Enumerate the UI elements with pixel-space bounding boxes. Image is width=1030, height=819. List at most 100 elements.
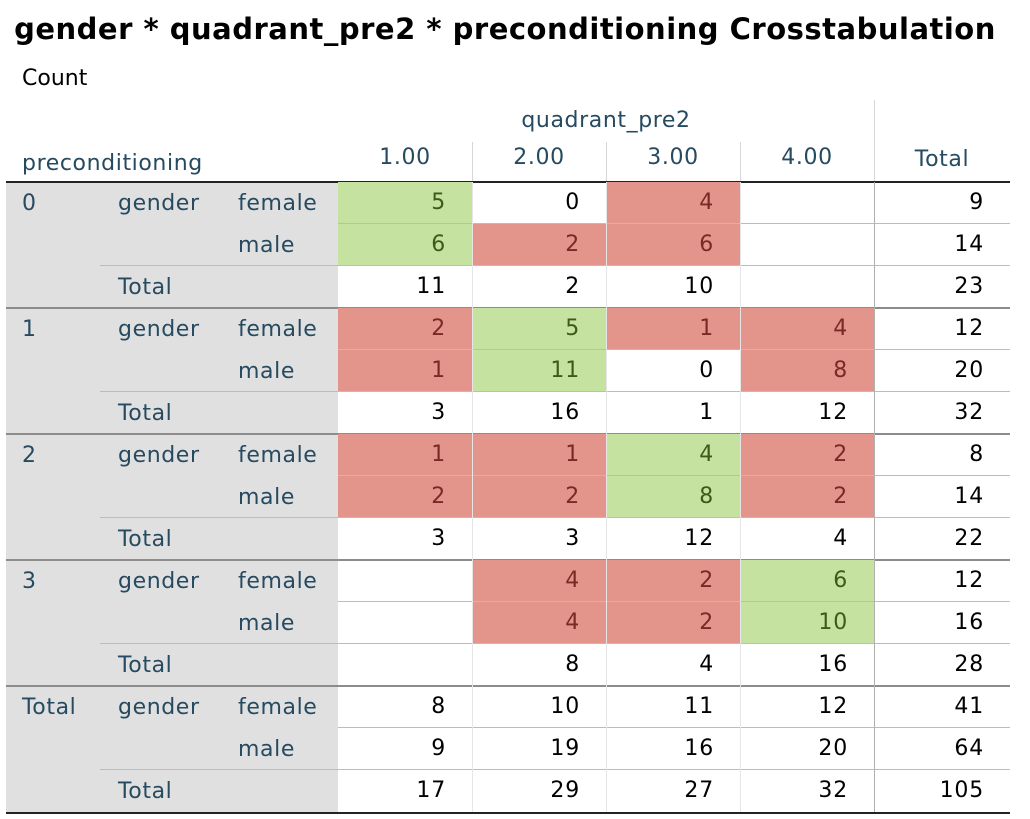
- gender-label: gender: [118, 191, 200, 216]
- table-cell: 9: [431, 736, 446, 761]
- subtotal-label: Total: [118, 653, 173, 678]
- table-cell: 1: [338, 434, 472, 476]
- row-divider: [338, 727, 1010, 728]
- table-cell: 8: [565, 652, 580, 677]
- header-column-divider: [472, 142, 473, 182]
- row-variable-header: preconditioning: [22, 151, 203, 176]
- table-cell: 2: [606, 602, 740, 644]
- table-cell: 1: [472, 434, 606, 476]
- column-divider: [472, 182, 473, 812]
- table-cell: 12: [818, 400, 848, 425]
- table-cell: 14: [954, 484, 984, 509]
- group-label: 1: [22, 317, 37, 342]
- gender-category-label: male: [238, 737, 295, 762]
- gender-category-label: female: [238, 569, 318, 594]
- table-cell: 4: [833, 526, 848, 551]
- table-cell: [338, 644, 472, 686]
- table-cell: [338, 560, 472, 602]
- table-cell: 4: [472, 602, 606, 644]
- row-divider: [100, 391, 1010, 392]
- row-divider: [6, 685, 1010, 687]
- table-cell: 41: [954, 694, 984, 719]
- table-subtitle: Count: [22, 66, 88, 91]
- table-cell: 4: [740, 308, 874, 350]
- group-label: 3: [22, 569, 37, 594]
- gender-category-label: male: [238, 359, 295, 384]
- table-cell: 0: [699, 358, 714, 383]
- subtotal-label: Total: [118, 401, 173, 426]
- table-cell: 11: [684, 694, 714, 719]
- table-cell: 8: [969, 442, 984, 467]
- table-cell: [740, 266, 874, 308]
- table-cell: 2: [338, 476, 472, 518]
- group-label: Total: [22, 695, 77, 720]
- table-cell: 2: [606, 560, 740, 602]
- gender-category-label: female: [238, 695, 318, 720]
- table-cell: 22: [954, 526, 984, 551]
- subtotal-label: Total: [118, 779, 173, 804]
- row-divider: [100, 769, 1010, 770]
- table-cell: 2: [740, 434, 874, 476]
- gender-label: gender: [118, 443, 200, 468]
- table-cell: [740, 224, 874, 266]
- gender-category-label: male: [238, 611, 295, 636]
- table-cell: 1: [606, 308, 740, 350]
- table-cell: 3: [565, 526, 580, 551]
- table-cell: 16: [550, 400, 580, 425]
- total-column-divider: [874, 182, 875, 812]
- table-cell: 16: [684, 736, 714, 761]
- table-cell: 5: [472, 308, 606, 350]
- table-cell: [740, 182, 874, 224]
- table-cell: 10: [684, 274, 714, 299]
- table-cell: 2: [472, 476, 606, 518]
- table-cell: 12: [954, 568, 984, 593]
- column-header: 2.00: [513, 145, 565, 170]
- column-variable-header: quadrant_pre2: [521, 108, 691, 133]
- gender-category-label: male: [238, 233, 295, 258]
- row-divider: [338, 223, 1010, 224]
- table-cell: 16: [818, 652, 848, 677]
- table-cell: 2: [472, 224, 606, 266]
- table-cell: 3: [431, 400, 446, 425]
- table-cell: 28: [954, 652, 984, 677]
- table-cell: 27: [684, 778, 714, 803]
- table-cell: 6: [606, 224, 740, 266]
- table-cell: 16: [954, 610, 984, 635]
- table-cell: [338, 602, 472, 644]
- subtotal-label: Total: [118, 527, 173, 552]
- gender-label: gender: [118, 569, 200, 594]
- table-cell: 4: [606, 434, 740, 476]
- table-cell: 14: [954, 232, 984, 257]
- table-cell: 2: [740, 476, 874, 518]
- gender-category-label: male: [238, 485, 295, 510]
- column-header: 4.00: [781, 145, 833, 170]
- table-cell: 0: [565, 190, 580, 215]
- table-cell: 32: [954, 400, 984, 425]
- row-divider: [338, 349, 1010, 350]
- table-cell: 11: [416, 274, 446, 299]
- table-cell: 32: [818, 778, 848, 803]
- table-cell: 6: [740, 560, 874, 602]
- table-cell: 8: [740, 350, 874, 392]
- column-header: 1.00: [379, 145, 431, 170]
- row-divider: [338, 601, 1010, 602]
- gender-label: gender: [118, 695, 200, 720]
- gender-category-label: female: [238, 443, 318, 468]
- table-cell: 20: [818, 736, 848, 761]
- table-cell: 4: [472, 560, 606, 602]
- gender-category-label: female: [238, 317, 318, 342]
- table-cell: 20: [954, 358, 984, 383]
- table-cell: 12: [818, 694, 848, 719]
- table-cell: 1: [338, 350, 472, 392]
- table-cell: 8: [431, 694, 446, 719]
- table-cell: 3: [431, 526, 446, 551]
- group-label: 0: [22, 191, 37, 216]
- table-cell: 10: [550, 694, 580, 719]
- table-cell: 4: [606, 182, 740, 224]
- table-cell: 11: [472, 350, 606, 392]
- row-divider: [100, 517, 1010, 518]
- column-divider: [606, 182, 607, 812]
- gender-category-label: female: [238, 191, 318, 216]
- row-divider: [100, 643, 1010, 644]
